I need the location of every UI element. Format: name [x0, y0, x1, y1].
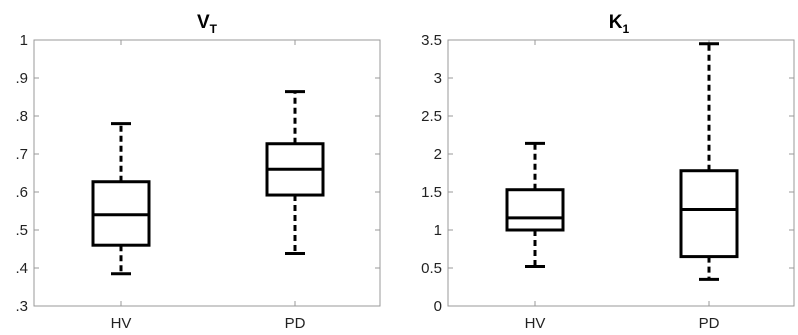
y-tick-label: 0.5 — [421, 260, 442, 277]
plot-area — [33, 39, 381, 307]
y-tick-label: .4 — [15, 260, 28, 277]
iqr-box — [679, 169, 739, 259]
y-tick-label: 2 — [434, 146, 442, 163]
y-tick-label: .5 — [15, 222, 28, 239]
chart-title-main: K — [609, 12, 623, 33]
chart-title-main: V — [197, 12, 210, 33]
x-tick-label: PD — [285, 315, 306, 332]
y-tick-label: 3 — [434, 70, 442, 87]
y-tick-label: 1 — [434, 222, 442, 239]
chart-title-subscript: 1 — [623, 22, 630, 36]
chart-title-subscript: T — [210, 22, 218, 36]
y-tick-label: 2.5 — [421, 108, 442, 125]
box-pd — [265, 90, 325, 256]
y-tick-label: .6 — [15, 184, 28, 201]
x-tick-label: HV — [111, 315, 132, 332]
y-tick-label: .3 — [15, 298, 28, 315]
box-hv — [505, 141, 565, 268]
y-tick-label: 0 — [434, 298, 442, 315]
y-tick-label: .9 — [15, 70, 28, 87]
chart-title: K1 — [609, 12, 630, 36]
box-pd — [679, 42, 739, 281]
y-tick-label: 3.5 — [421, 32, 442, 49]
x-tick-label: HV — [525, 315, 546, 332]
iqr-box — [505, 188, 565, 232]
y-tick-label: 1 — [20, 32, 28, 49]
plot-area — [447, 39, 795, 307]
box-hv — [91, 122, 151, 276]
y-tick-label: .7 — [15, 146, 28, 163]
chart-title: VT — [197, 12, 218, 36]
y-tick-label: 1.5 — [421, 184, 442, 201]
chart-vt: VT .3 .4 .5 .6 .7 .8 .9 1 HV PD — [15, 12, 381, 332]
y-tick-label: .8 — [15, 108, 28, 125]
x-tick-label: PD — [699, 315, 720, 332]
